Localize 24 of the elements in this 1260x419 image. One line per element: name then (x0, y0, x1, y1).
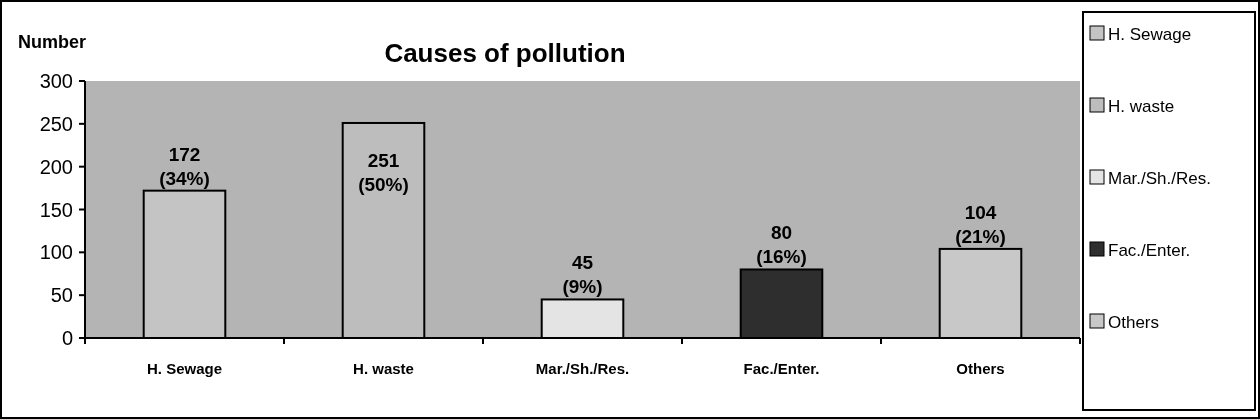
x-tick-label: H. waste (353, 360, 414, 377)
x-tick-label: H. Sewage (146, 360, 223, 377)
data-label: 104 (21%) (955, 201, 1006, 247)
legend-label: Others (1108, 313, 1160, 332)
legend-label: H. waste (1108, 97, 1175, 116)
x-tick-label: Fac./Enter. (743, 360, 820, 377)
y-tick-label: 0 (61, 327, 73, 349)
data-label: 251 (50%) (358, 149, 409, 195)
legend-label: Mar./Sh./Res. (1108, 169, 1211, 188)
y-tick-label: 300 (39, 70, 73, 92)
y-tick-label: 100 (39, 241, 73, 264)
data-label: 45 (9%) (562, 252, 603, 298)
y-axis-title: Number (18, 32, 87, 52)
legend-label: Fac./Enter. (1108, 241, 1191, 260)
y-tick-label: 200 (39, 155, 73, 178)
x-tick-label: Mar./Sh./Res. (535, 360, 630, 377)
y-tick-label: 250 (39, 112, 73, 135)
data-label: 172 (34%) (159, 143, 210, 189)
legend-label: H. Sewage (1108, 25, 1192, 44)
y-tick-label: 150 (39, 198, 73, 221)
x-tick-label: Others (956, 360, 1005, 377)
data-label: 80 (16%) (756, 222, 807, 268)
chart-title: Causes of pollution (384, 38, 626, 68)
y-tick-label: 50 (50, 284, 73, 307)
